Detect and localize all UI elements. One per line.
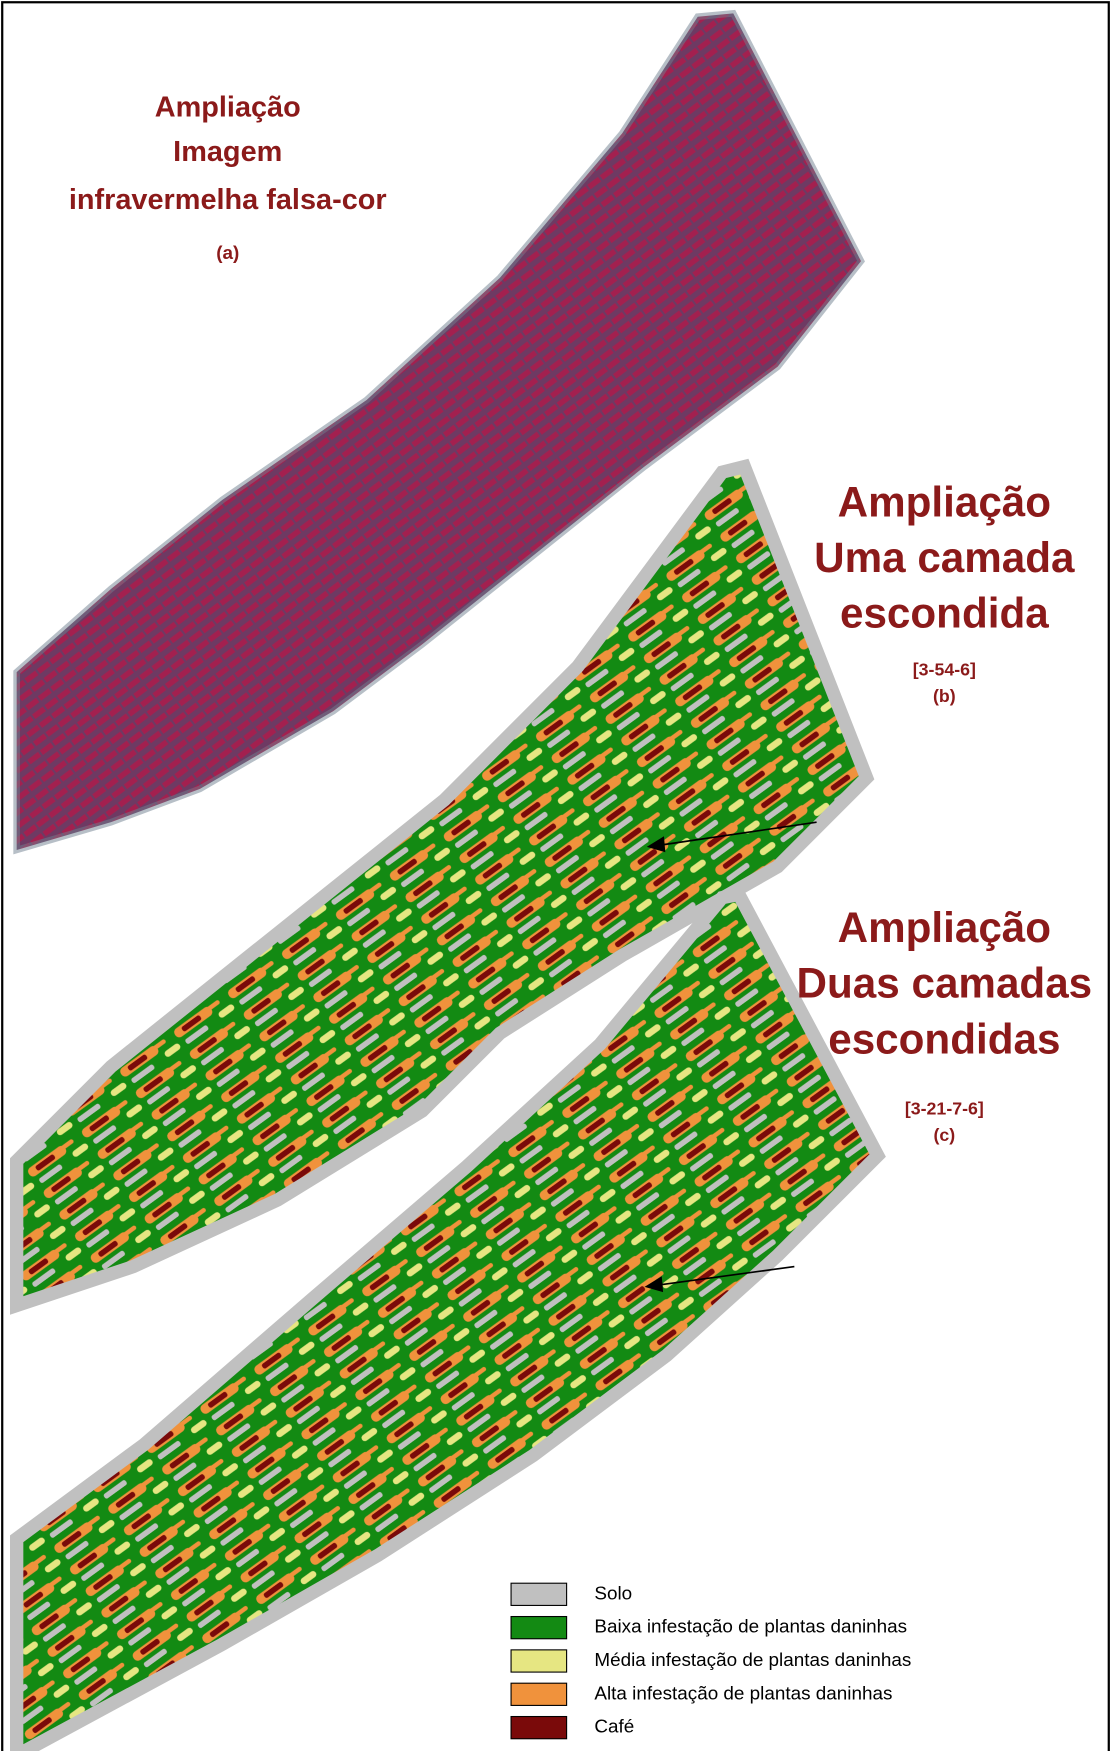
panel-label: (c) xyxy=(933,1125,955,1145)
panel-code: [3-54-6] xyxy=(913,660,976,680)
panel-title: escondida xyxy=(840,590,1049,637)
panel-title: infravermelha falsa-cor xyxy=(69,184,387,216)
legend-swatch xyxy=(511,1583,567,1605)
legend-label: Média infestação de plantas daninhas xyxy=(594,1650,911,1671)
panel-title: Ampliação xyxy=(838,904,1051,951)
panel-title: Duas camadas xyxy=(797,960,1093,1007)
legend-swatch xyxy=(511,1617,567,1639)
legend-swatch xyxy=(511,1717,567,1739)
panel-title: Ampliação xyxy=(838,479,1051,526)
panel-code: [3-21-7-6] xyxy=(905,1098,984,1118)
panel-title: Ampliação xyxy=(155,92,301,124)
legend-label: Solo xyxy=(594,1583,632,1604)
panel-label: (a) xyxy=(216,243,239,264)
panel-label: (b) xyxy=(933,686,956,706)
legend-swatch xyxy=(511,1650,567,1672)
panel-title: Imagem xyxy=(173,136,282,168)
legend-label: Alta infestação de plantas daninhas xyxy=(594,1683,892,1704)
panel-title: escondidas xyxy=(828,1015,1060,1062)
legend-swatch xyxy=(511,1683,567,1705)
figure: Ampliação Imagem infravermelha falsa-cor (a… xyxy=(0,0,1111,1751)
panel-title: Uma camada xyxy=(814,534,1075,581)
page: {"panels": [ {"lines": ["Ampliação", "Im… xyxy=(0,0,1111,1751)
legend-label: Baixa infestação de plantas daninhas xyxy=(594,1617,907,1638)
legend-label: Café xyxy=(594,1717,634,1738)
